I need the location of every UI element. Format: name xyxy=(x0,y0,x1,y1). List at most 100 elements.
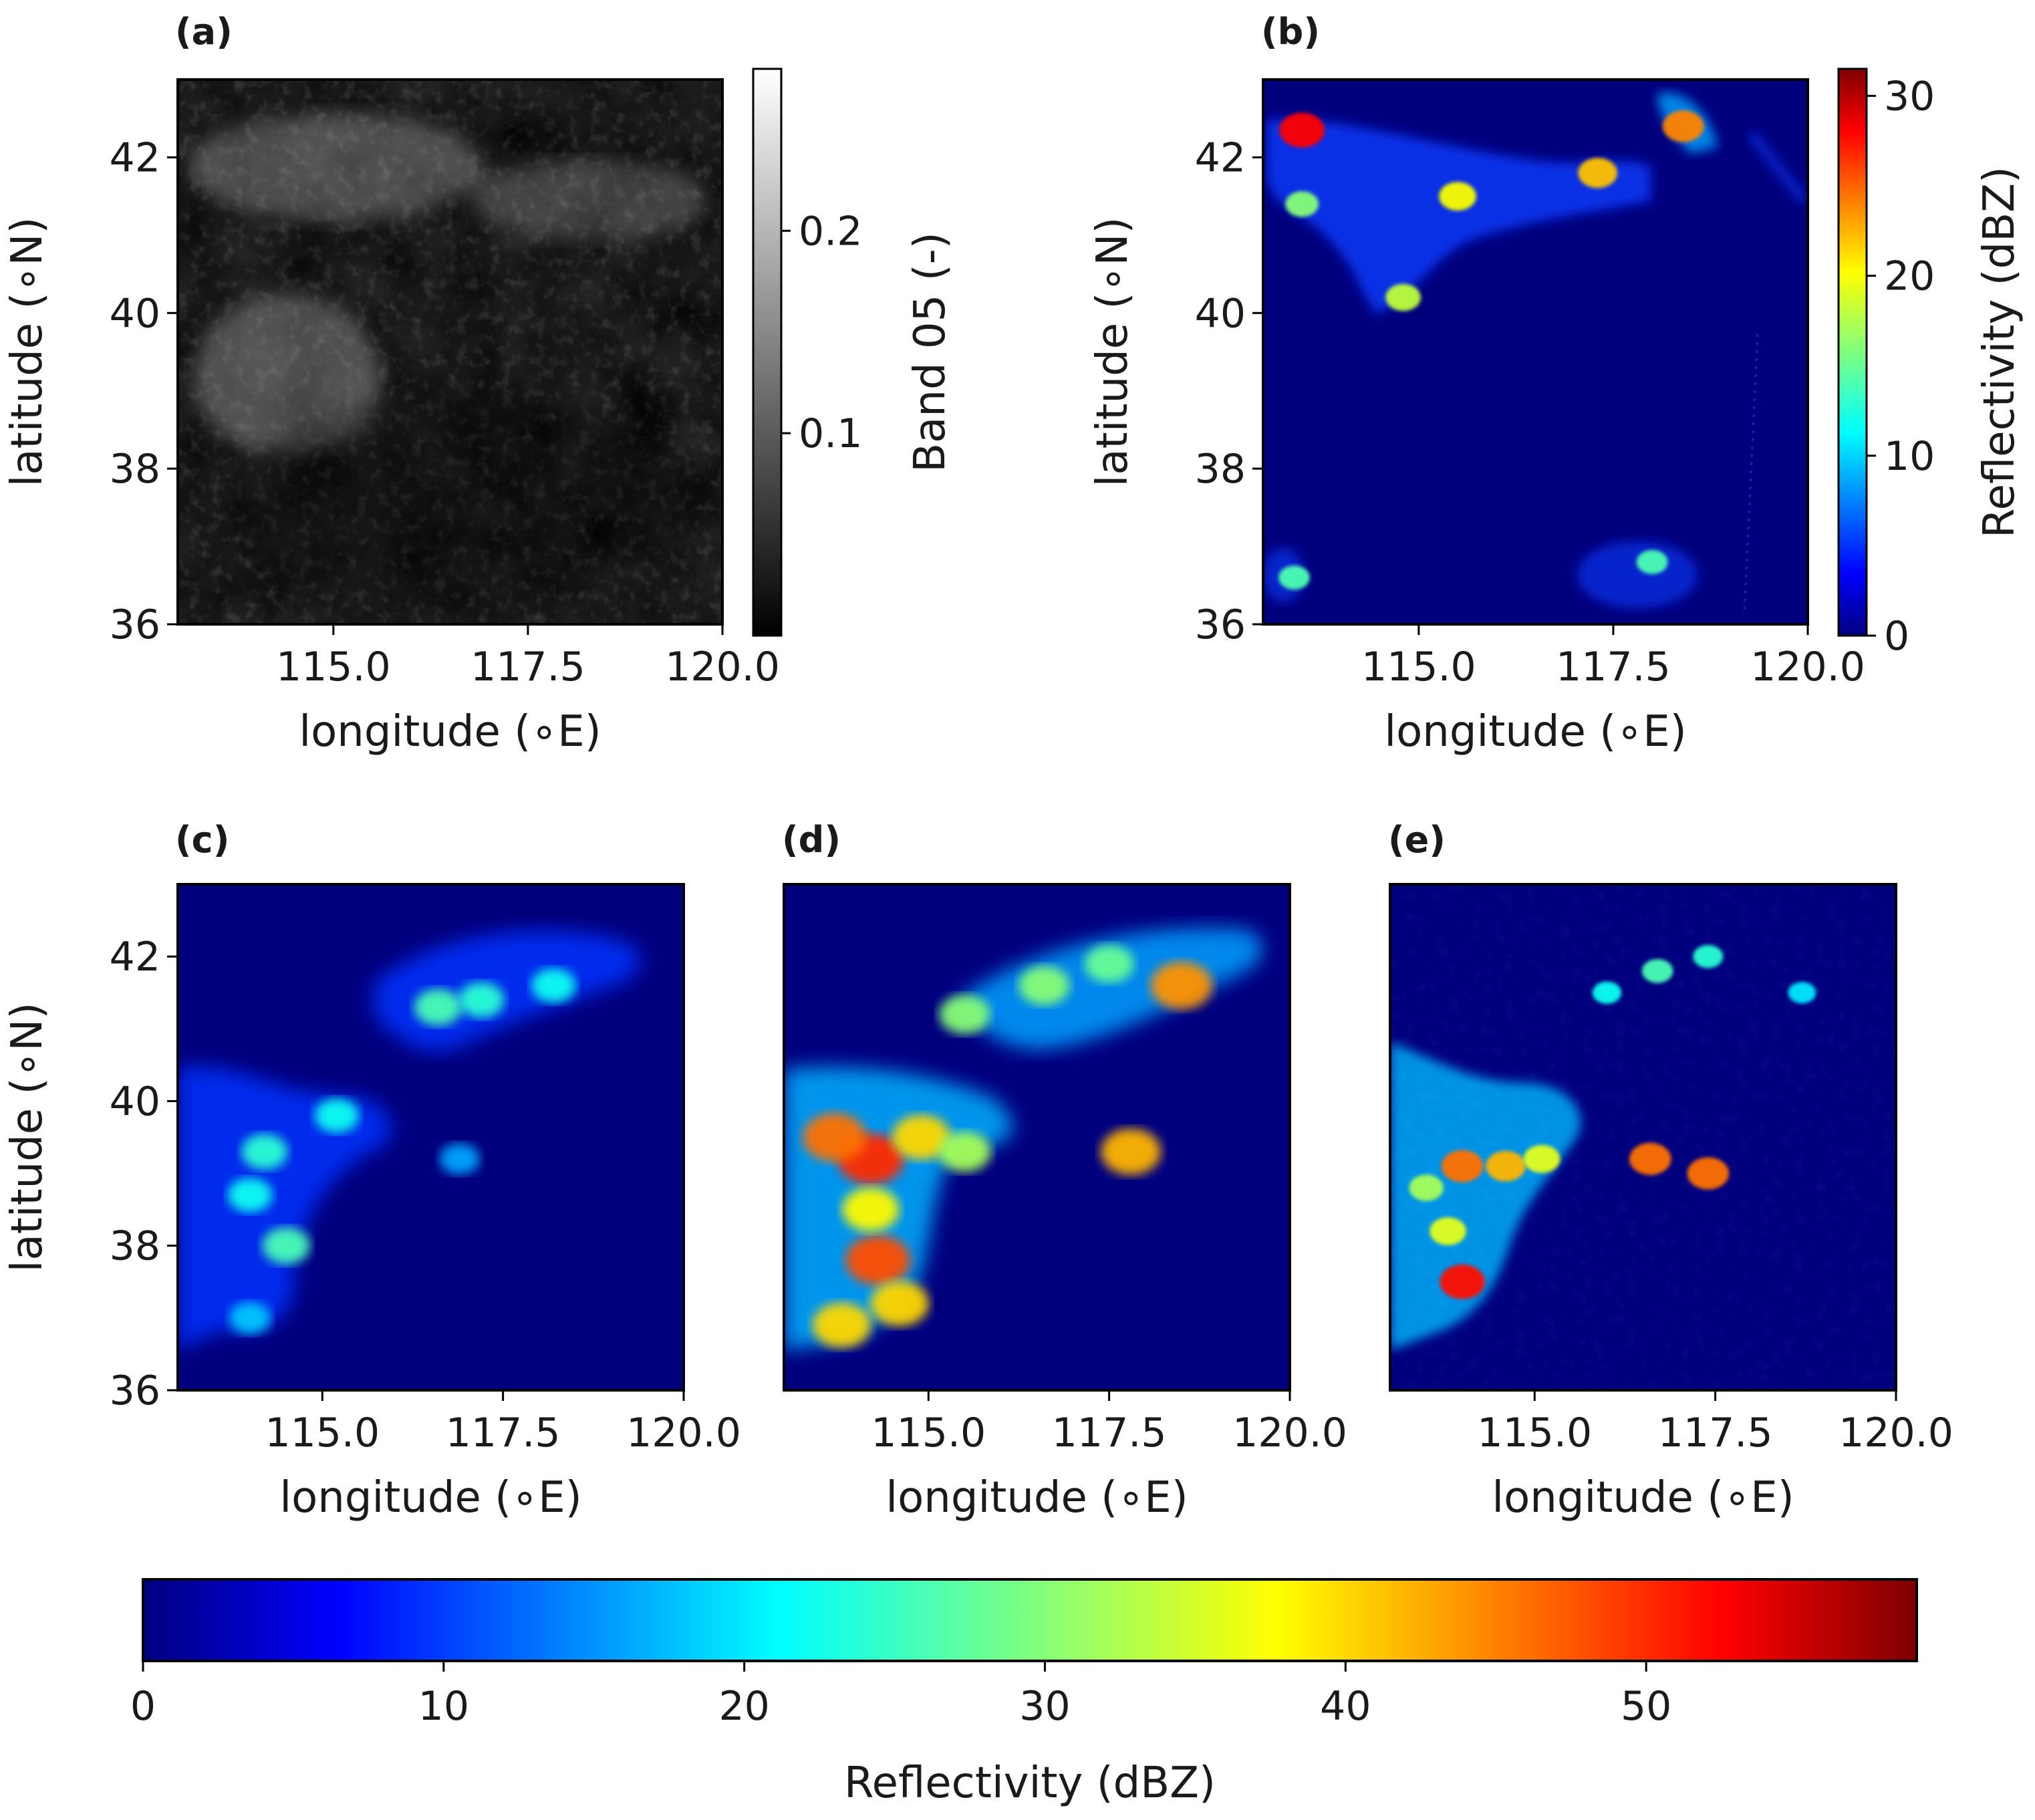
reflectivity-cell xyxy=(1101,1128,1161,1175)
reflectivity-cell xyxy=(241,1134,288,1170)
panel-a-frame xyxy=(176,78,724,626)
colorbar-tick-label: 30 xyxy=(1884,73,1935,120)
panel-d: (d) 115.0 117.5 120.0 longitude (∘E) xyxy=(782,819,1347,1523)
reflectivity-cell xyxy=(1409,1174,1444,1201)
xtick-label: 117.5 xyxy=(470,644,585,690)
x-axis-label: longitude (∘E) xyxy=(886,1473,1188,1523)
colorbar-tick-label: 0.2 xyxy=(799,208,862,255)
panel-c: (c) 115.0 117.5 120.0 longitude (∘E) 36 38 40 4… xyxy=(3,819,741,1523)
colorbar-tick-label: 0 xyxy=(1884,613,1909,660)
reflectivity-cell xyxy=(1084,944,1134,983)
reflectivity-cell xyxy=(1592,981,1622,1004)
panel-b-colorbar: 0 10 20 30 Reflectivity (dBZ) xyxy=(1837,68,2024,660)
panel-label-d: (d) xyxy=(782,819,841,861)
reflectivity-cell xyxy=(1019,966,1070,1005)
shared-colorbar: 0 10 20 30 40 50 Reflectivity (dBZ) xyxy=(130,1578,1918,1808)
colorbar-tick-label: 20 xyxy=(1884,253,1935,300)
panel-e-image xyxy=(1390,884,1896,1390)
reflectivity-cell xyxy=(1662,110,1704,142)
panel-e-axes: 115.0 117.5 120.0 longitude (∘E) xyxy=(1477,1390,1953,1523)
shared-colorbar-tick-label: 50 xyxy=(1621,1683,1671,1730)
y-axis-label: latitude (∘N) xyxy=(3,217,52,487)
ytick-label: 42 xyxy=(1195,134,1246,181)
ytick-label: 40 xyxy=(110,290,160,337)
reflectivity-cell xyxy=(1486,1150,1526,1182)
x-axis-label: longitude (∘E) xyxy=(1384,707,1686,757)
ytick-label: 36 xyxy=(110,602,160,648)
panel-b-image xyxy=(1263,80,1808,624)
xtick-label: 120.0 xyxy=(1750,644,1865,690)
reflectivity-cell xyxy=(812,1303,871,1348)
reflectivity-cell xyxy=(845,1235,910,1285)
panel-label-e: (e) xyxy=(1388,819,1446,861)
ytick-label: 40 xyxy=(110,1078,160,1125)
panel-label-a: (a) xyxy=(175,11,233,53)
reflectivity-cell xyxy=(1578,158,1617,188)
reflectivity-cell xyxy=(1430,1217,1466,1246)
ytick-label: 36 xyxy=(110,1368,160,1414)
reflectivity-cell xyxy=(1523,1144,1561,1173)
panel-a-colorbar: 0.1 0.2 Band 05 (-) xyxy=(752,68,955,637)
xtick-label: 120.0 xyxy=(665,644,780,690)
reflectivity-cell xyxy=(227,1178,273,1212)
reflectivity-cell xyxy=(262,1227,310,1265)
reflectivity-cell xyxy=(803,1113,866,1162)
panel-label-c: (c) xyxy=(175,819,229,861)
xtick-label: 117.5 xyxy=(1556,644,1671,690)
reflectivity-cell xyxy=(1629,1142,1671,1175)
reflectivity-cell xyxy=(458,982,505,1018)
panel-b-frame xyxy=(1262,78,1809,626)
reflectivity-cell xyxy=(842,1187,900,1232)
reflectivity-cell xyxy=(1279,112,1325,148)
ytick-label: 42 xyxy=(110,134,160,181)
ytick-label: 42 xyxy=(110,934,160,981)
shared-colorbar-tick-label: 40 xyxy=(1320,1683,1371,1730)
reflectivity-cell xyxy=(229,1301,271,1334)
reflectivity-cell xyxy=(1385,283,1421,311)
reflectivity-cell xyxy=(1285,191,1319,217)
xtick-label: 115.0 xyxy=(1361,644,1476,690)
ytick-label: 40 xyxy=(1195,290,1246,337)
panel-c-image xyxy=(178,884,684,1390)
reflectivity-cell xyxy=(414,989,462,1026)
reflectivity-cell xyxy=(1687,1157,1730,1190)
colorbar-tick-label: 0.1 xyxy=(799,410,862,457)
ytick-label: 36 xyxy=(1195,602,1246,648)
reflectivity-cell xyxy=(938,1132,991,1172)
panel-label-b: (b) xyxy=(1261,11,1320,53)
y-axis-label: latitude (∘N) xyxy=(3,1003,52,1273)
panel-a: (a) 115.0 117.5 120.0 longitude (∘E) 36 38 40 4… xyxy=(3,11,955,757)
panel-d-axes: 115.0 117.5 120.0 longitude (∘E) xyxy=(871,1390,1347,1523)
xtick-label: 115.0 xyxy=(265,1410,380,1456)
panel-d-frame xyxy=(783,883,1291,1392)
reflectivity-cell xyxy=(1441,1150,1484,1182)
panel-d-image xyxy=(784,884,1290,1390)
reflectivity-cell xyxy=(870,1281,929,1326)
xtick-label: 120.0 xyxy=(1232,1410,1347,1456)
reflectivity-cell xyxy=(1150,962,1212,1009)
shared-colorbar-tick-label: 0 xyxy=(130,1683,156,1730)
xtick-label: 115.0 xyxy=(1477,1410,1592,1456)
xtick-label: 120.0 xyxy=(626,1410,741,1456)
panel-a-colorbar-label: Band 05 (-) xyxy=(906,232,955,472)
x-axis-label: longitude (∘E) xyxy=(299,707,601,757)
xtick-label: 115.0 xyxy=(871,1410,986,1456)
colorbar-tick-label: 10 xyxy=(1884,433,1935,480)
shared-colorbar-label: Reflectivity (dBZ) xyxy=(844,1759,1216,1808)
reflectivity-cell xyxy=(531,968,576,1003)
reflectivity-cell xyxy=(439,1143,480,1174)
xtick-label: 117.5 xyxy=(446,1410,561,1456)
reflectivity-cell xyxy=(1278,565,1310,590)
reflectivity-cell xyxy=(1693,944,1724,968)
ytick-label: 38 xyxy=(110,446,160,493)
xtick-label: 117.5 xyxy=(1658,1410,1773,1456)
y-axis-label: latitude (∘N) xyxy=(1088,217,1137,487)
reflectivity-cell xyxy=(1788,982,1816,1004)
x-axis-label: longitude (∘E) xyxy=(279,1473,581,1523)
xtick-label: 115.0 xyxy=(276,644,391,690)
panel-b-axes: 115.0 117.5 120.0 longitude (∘E) 36 38 40 42 lat… xyxy=(1088,134,1865,757)
panel-e: (e) 115.0 117.5 120.0 longitude (∘E) xyxy=(1388,819,1953,1523)
panel-b-colorbar-label: Reflectivity (dBZ) xyxy=(1975,166,2024,538)
shared-colorbar-bar xyxy=(142,1578,1918,1662)
